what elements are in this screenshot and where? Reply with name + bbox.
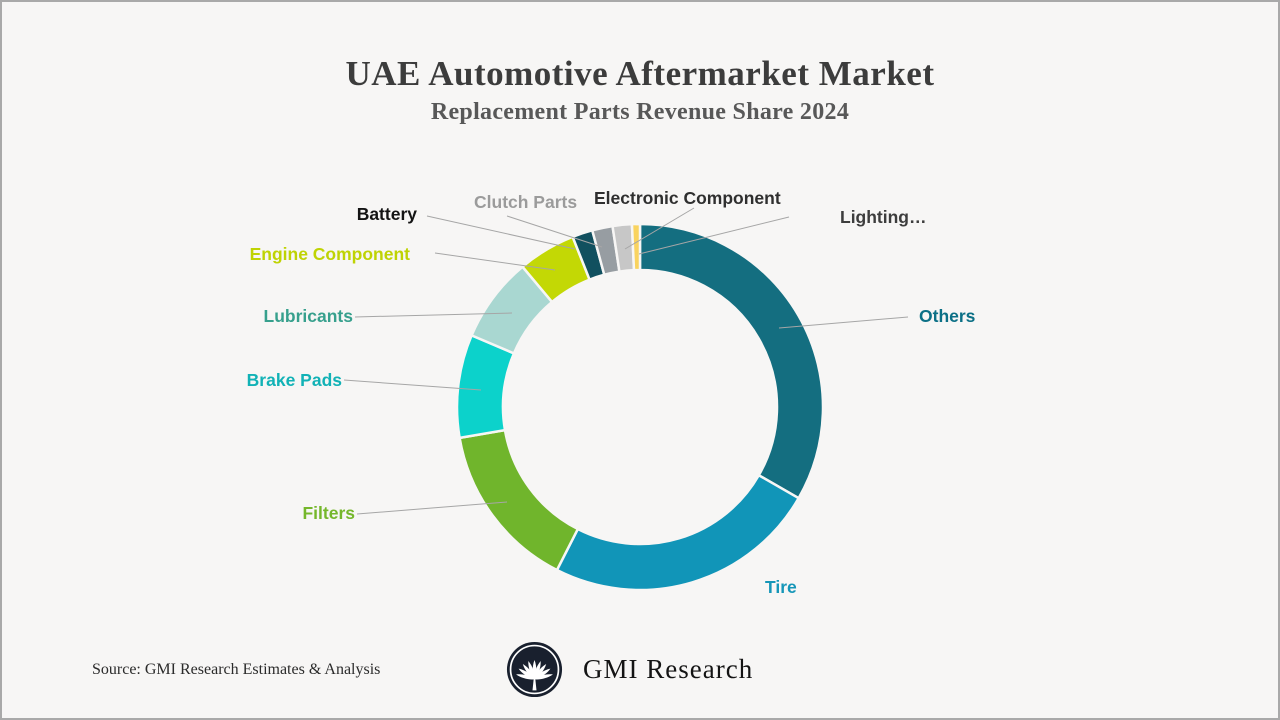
- leader-line-clutch-parts: [506, 215, 603, 248]
- segment-label-battery: Battery: [356, 204, 417, 224]
- leader-line-filters: [356, 501, 508, 515]
- leader-line-engine-component: [434, 252, 556, 271]
- leader-line-battery: [426, 215, 576, 250]
- segment-label-lighting: Lighting…: [840, 207, 927, 227]
- segment-label-brake-pads: Brake Pads: [246, 370, 342, 390]
- segment-label-clutch-parts: Clutch Parts: [474, 192, 578, 212]
- page-subtitle: Replacement Parts Revenue Share 2024: [430, 99, 850, 125]
- leader-line-electronic-component: [624, 207, 695, 250]
- source-note: Source: GMI Research Estimates & Analysi…: [92, 661, 381, 678]
- donut-segment-tire: [555, 473, 801, 592]
- brand-lockup: GMI Research: [506, 641, 753, 698]
- page-title: UAE Automotive Aftermarket Market: [345, 54, 935, 93]
- donut-segment-lighting: [630, 222, 642, 272]
- leader-line-lighting: [638, 216, 790, 255]
- leader-line-brake-pads: [343, 379, 482, 391]
- segment-label-others: Others: [919, 306, 976, 326]
- leader-line-others: [778, 316, 909, 329]
- leader-line-lubricants: [354, 312, 513, 318]
- donut-segment-others: [638, 222, 825, 500]
- segment-label-filters: Filters: [302, 503, 355, 523]
- brand-name: GMI Research: [583, 654, 754, 684]
- gmi-palm-logo-icon: [506, 641, 563, 698]
- donut-segment-filters: [458, 428, 580, 572]
- segment-label-electronic-component: Electronic Component: [594, 188, 781, 208]
- segment-label-engine-component: Engine Component: [249, 244, 410, 264]
- segment-label-tire: Tire: [765, 577, 797, 597]
- segment-label-lubricants: Lubricants: [263, 306, 353, 326]
